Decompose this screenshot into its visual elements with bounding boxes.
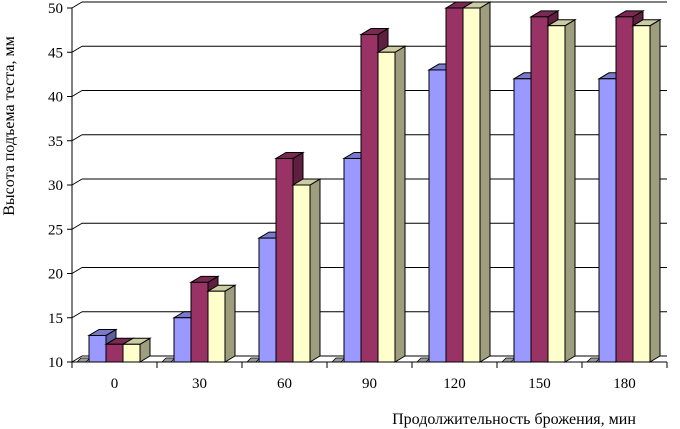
bar-front — [343, 157, 362, 363]
y-tick-label: 45 — [48, 45, 63, 61]
gridline-diagonal — [71, 355, 83, 363]
bar-front — [428, 69, 447, 363]
bar-front — [615, 16, 634, 363]
x-tick-label: 30 — [192, 376, 207, 392]
gridline-diagonal — [71, 311, 83, 319]
floor-marker — [161, 357, 176, 363]
y-tick-label: 40 — [48, 90, 63, 106]
bar-side — [564, 18, 576, 363]
bar-side — [649, 18, 661, 363]
x-tick-label: 90 — [362, 376, 377, 392]
bar-front — [275, 157, 294, 363]
bar-front — [513, 78, 532, 363]
gridline-diagonal — [71, 178, 83, 186]
floor-marker — [416, 357, 431, 363]
bar-front — [122, 343, 141, 363]
bar-front — [258, 237, 277, 363]
x-tick-labels: 0 30 60 90 120 150 180 — [111, 376, 636, 392]
x-tick-label: 120 — [443, 376, 466, 392]
bar-side — [224, 284, 236, 363]
bar-side — [479, 1, 491, 363]
bar — [121, 337, 152, 363]
bar-front — [88, 334, 107, 363]
bar-front — [547, 25, 566, 363]
bar-front — [530, 16, 549, 363]
bar — [461, 1, 492, 363]
gridline-diagonal — [71, 90, 83, 97]
bar — [206, 284, 237, 363]
y-tick-label: 25 — [48, 222, 63, 238]
floor-marker — [246, 357, 261, 363]
x-tick-label: 150 — [528, 376, 551, 392]
gridline-diagonal — [71, 267, 83, 274]
y-tick-label: 30 — [48, 178, 63, 194]
bar-front — [377, 51, 396, 363]
gridline-diagonal — [71, 45, 83, 53]
y-tick-labels: 10 15 20 25 30 35 40 45 50 — [48, 1, 63, 371]
floor-marker — [586, 357, 601, 363]
bar-front — [632, 25, 651, 363]
bar — [631, 18, 662, 363]
y-tick-label: 10 — [48, 355, 63, 371]
x-tick-label: 0 — [111, 376, 119, 392]
bar-side — [309, 178, 321, 363]
gridline-diagonal — [71, 134, 83, 142]
x-tick-label: 60 — [277, 376, 292, 392]
y-tick-label: 35 — [48, 134, 63, 150]
bar-front — [292, 184, 311, 363]
bar — [291, 178, 322, 363]
bar-front — [105, 343, 124, 363]
bar-side — [394, 45, 406, 363]
gridline-diagonal — [71, 222, 83, 230]
y-tick-label: 15 — [48, 311, 63, 327]
bar — [376, 45, 407, 363]
gridline-diagonal — [71, 1, 83, 9]
y-tick-label: 50 — [48, 1, 63, 17]
bar-front — [598, 78, 617, 363]
bar-front — [190, 281, 209, 363]
y-axis-title: Высота подъема теста, мм — [1, 36, 18, 215]
floor-marker — [501, 357, 516, 363]
x-tick-label: 180 — [613, 376, 636, 392]
bar-front — [360, 34, 379, 363]
bars — [87, 1, 662, 363]
bar-front — [445, 7, 464, 363]
bar-front — [462, 7, 481, 363]
bar-front — [207, 290, 226, 363]
bar-front — [173, 317, 192, 363]
y-tick-label: 20 — [48, 267, 63, 283]
bar — [546, 18, 577, 363]
axes — [67, 7, 668, 368]
x-axis-title: Продолжительность брожения, мин — [392, 411, 636, 428]
floor-marker — [331, 357, 346, 363]
floor-marker — [76, 357, 91, 363]
